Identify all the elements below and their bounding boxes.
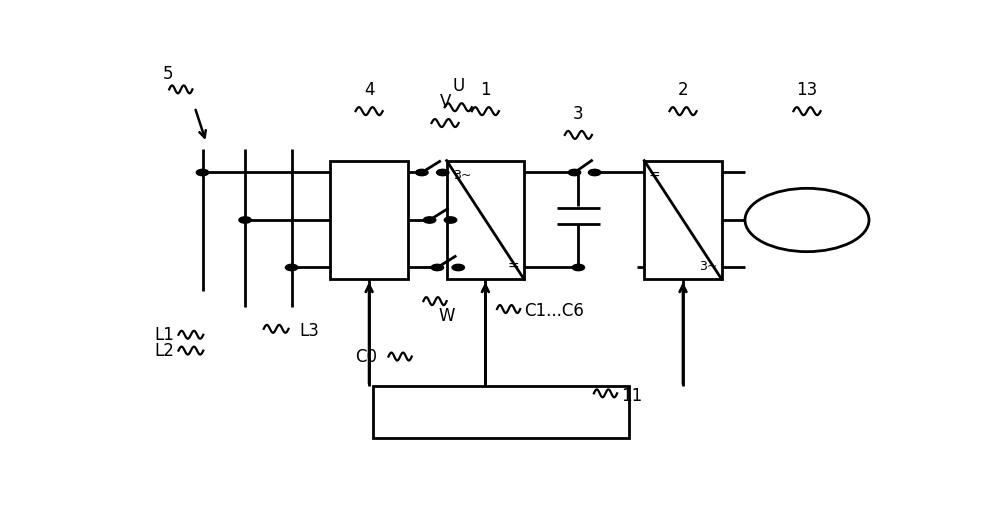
Circle shape xyxy=(416,169,428,176)
Text: 3~: 3~ xyxy=(699,261,717,273)
Text: L3: L3 xyxy=(299,322,319,340)
Circle shape xyxy=(588,169,601,176)
Text: 11: 11 xyxy=(621,387,642,405)
Text: 3~: 3~ xyxy=(453,169,471,181)
Text: L1: L1 xyxy=(154,326,174,344)
Text: 5: 5 xyxy=(162,65,173,83)
Bar xyxy=(330,160,408,280)
Text: 4: 4 xyxy=(364,81,374,99)
Text: C1...C6: C1...C6 xyxy=(524,302,584,320)
Text: W: W xyxy=(438,307,455,325)
Circle shape xyxy=(452,264,464,271)
Circle shape xyxy=(572,264,585,271)
Text: 13: 13 xyxy=(796,81,818,99)
Bar xyxy=(447,160,524,280)
Circle shape xyxy=(196,169,209,176)
Circle shape xyxy=(568,169,581,176)
Circle shape xyxy=(239,217,251,223)
Text: V: V xyxy=(439,93,451,111)
Text: U: U xyxy=(452,77,464,95)
Text: L2: L2 xyxy=(154,342,174,360)
Text: 1: 1 xyxy=(480,81,491,99)
Circle shape xyxy=(444,217,457,223)
Text: 2: 2 xyxy=(678,81,688,99)
Circle shape xyxy=(285,264,298,271)
Text: 3: 3 xyxy=(573,105,584,123)
Circle shape xyxy=(437,169,449,176)
Bar xyxy=(373,386,629,438)
Text: C0: C0 xyxy=(355,347,377,365)
Circle shape xyxy=(745,188,869,252)
Text: =: = xyxy=(649,169,661,182)
Bar xyxy=(644,160,722,280)
Text: =: = xyxy=(508,260,519,273)
Circle shape xyxy=(431,264,444,271)
Circle shape xyxy=(423,217,436,223)
